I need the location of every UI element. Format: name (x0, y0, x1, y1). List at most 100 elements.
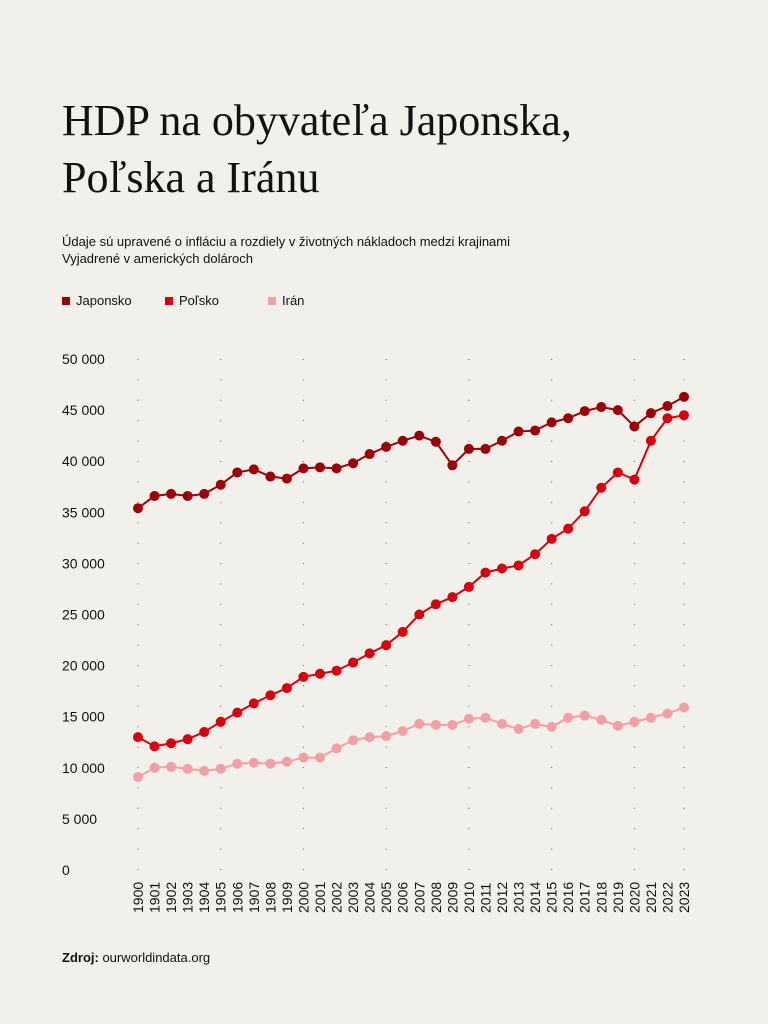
data-point (480, 443, 491, 454)
legend-swatch (62, 296, 70, 305)
data-point (397, 726, 408, 737)
data-point (315, 752, 325, 763)
data-point (182, 490, 193, 501)
data-point (463, 713, 474, 724)
data-point (166, 738, 177, 749)
data-point (480, 567, 491, 578)
data-point (513, 560, 524, 571)
subtitle-line-2: Vyjadrené v amerických dolároch (62, 251, 253, 266)
data-point (579, 710, 590, 721)
data-point (447, 460, 458, 471)
x-tick-label: 2009 (444, 882, 460, 913)
x-tick-label: 2015 (544, 882, 560, 913)
series-line-Irán (137, 706, 685, 778)
y-tick-label: 30 000 (62, 555, 105, 571)
y-tick-label: 20 000 (62, 658, 105, 674)
x-tick-label: 2012 (494, 882, 510, 913)
data-point (265, 471, 276, 482)
x-tick-label: 2003 (345, 882, 361, 913)
x-tick-label: 2017 (577, 882, 593, 913)
data-point (182, 763, 193, 774)
x-tick-label: 2020 (626, 882, 642, 913)
x-tick-label: 2023 (676, 882, 692, 913)
data-point (381, 441, 392, 452)
data-point (546, 721, 557, 732)
data-point (397, 626, 408, 637)
data-point (315, 462, 325, 473)
data-point (645, 435, 656, 446)
data-point (149, 762, 160, 773)
data-point (430, 599, 441, 610)
x-tick-label: 2014 (527, 882, 543, 913)
data-point (182, 734, 193, 745)
data-point (596, 482, 607, 493)
data-point (364, 732, 375, 743)
data-point (215, 716, 226, 727)
data-point (629, 474, 640, 485)
legend: Japonsko Poľsko Irán (62, 293, 371, 308)
data-point (248, 698, 259, 709)
data-point (530, 549, 541, 560)
data-point (265, 690, 276, 701)
data-point (430, 436, 441, 447)
data-point (679, 410, 689, 421)
data-point (199, 765, 210, 776)
data-point (563, 712, 574, 723)
data-point (662, 413, 673, 424)
data-point (513, 723, 524, 734)
data-point (629, 421, 640, 432)
source-label: Zdroj: (62, 950, 99, 965)
x-tick-label: 1907 (246, 882, 262, 913)
x-tick-label: 2019 (610, 882, 626, 913)
x-tick-label: 2016 (560, 882, 576, 913)
data-point (331, 743, 342, 754)
source: Zdroj: ourworldindata.org (62, 950, 210, 965)
x-tick-label: 2010 (461, 882, 477, 913)
x-tick-label: 2021 (643, 882, 659, 913)
data-point (612, 405, 623, 416)
x-tick-label: 2004 (362, 882, 378, 913)
data-point (546, 533, 557, 544)
data-point (149, 490, 160, 501)
data-point (596, 402, 607, 413)
x-tick-label: 1903 (180, 882, 196, 913)
x-tick-label: 2011 (477, 883, 493, 913)
y-tick-label: 15 000 (62, 709, 105, 725)
legend-label: Poľsko (179, 293, 219, 308)
data-point (215, 763, 226, 774)
x-tick-label: 2002 (329, 882, 345, 913)
data-point (298, 752, 309, 763)
x-tick-label: 1902 (163, 882, 179, 913)
data-point (232, 467, 243, 478)
legend-swatch (268, 296, 276, 305)
data-point (348, 458, 359, 469)
data-point (679, 702, 689, 713)
data-point (381, 640, 392, 651)
data-point (530, 718, 541, 729)
x-tick-label: 1909 (279, 882, 295, 913)
data-point (579, 506, 590, 517)
data-point (215, 479, 226, 490)
data-point (662, 401, 673, 412)
data-point (248, 757, 259, 768)
data-point (315, 668, 325, 679)
data-point (331, 665, 342, 676)
data-point (596, 714, 607, 725)
y-tick-label: 5 000 (62, 811, 97, 827)
x-tick-label: 1901 (147, 882, 163, 913)
x-tick-label: 2005 (378, 882, 394, 913)
data-point (281, 683, 292, 694)
x-tick-label: 1900 (130, 882, 146, 913)
data-point (430, 719, 441, 730)
data-point (348, 735, 359, 746)
y-tick-label: 0 (62, 862, 70, 878)
data-point (463, 581, 474, 592)
y-tick-label: 25 000 (62, 607, 105, 623)
legend-label: Japonsko (76, 293, 132, 308)
data-point (497, 435, 507, 446)
data-point (612, 720, 623, 731)
legend-swatch (165, 296, 173, 305)
data-point (546, 417, 557, 428)
data-point (662, 708, 673, 719)
x-tick-label: 2022 (659, 882, 675, 913)
